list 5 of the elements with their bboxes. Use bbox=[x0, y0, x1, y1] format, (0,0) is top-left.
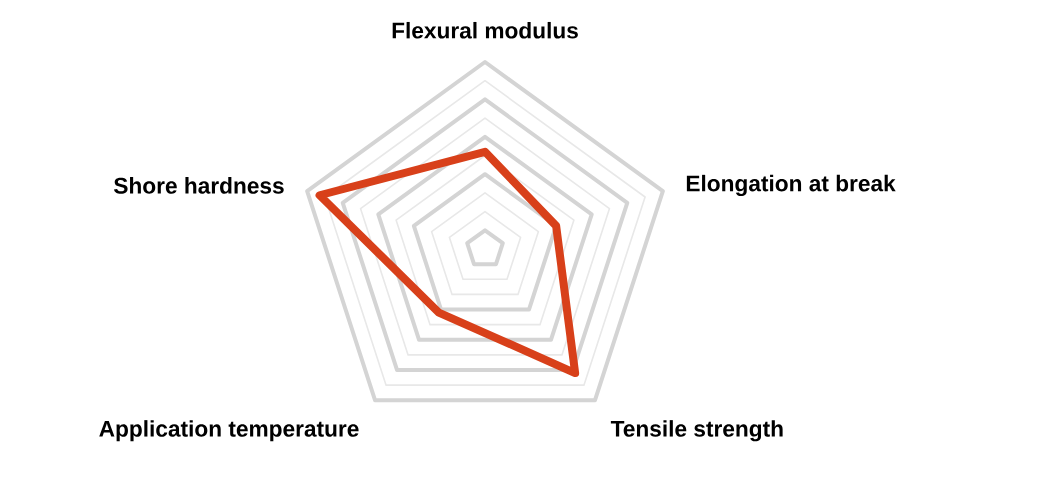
spoke-label: Shore hardness bbox=[113, 177, 284, 194]
spoke-label: Elongation at break bbox=[686, 174, 896, 197]
spoke-label: Application temperature bbox=[99, 420, 359, 442]
spoke-label: Flexural modulus bbox=[392, 21, 578, 39]
spoke-label: Tensile strength bbox=[610, 420, 783, 442]
